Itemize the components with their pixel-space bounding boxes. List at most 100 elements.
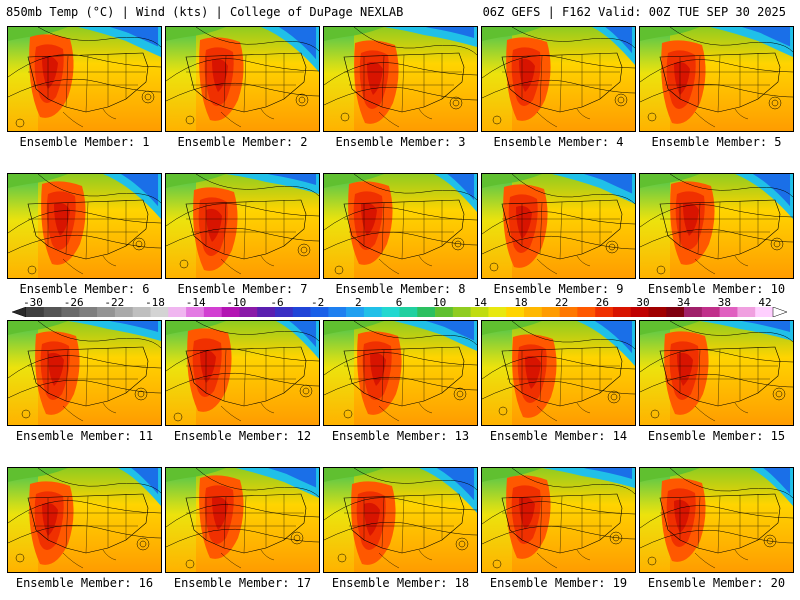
- colorbar-segment: [701, 307, 720, 317]
- colorbar-segment: [452, 307, 471, 317]
- colorbar-segment: [310, 307, 329, 317]
- ensemble-member-label: Ensemble Member: 12: [173, 429, 312, 443]
- colorbar-segment: [684, 307, 703, 317]
- ensemble-member-label: Ensemble Member: 7: [177, 282, 308, 296]
- ensemble-map: [8, 27, 161, 131]
- colorbar-segment: [417, 307, 436, 317]
- colorbar-segment: [275, 307, 294, 317]
- colorbar-segment: [79, 307, 98, 317]
- colorbar-segment: [612, 307, 632, 317]
- colorbar-tick-label: -2: [311, 296, 325, 309]
- colorbar-segment: [363, 307, 383, 317]
- ensemble-member-label: Ensemble Member: 10: [647, 282, 786, 296]
- colorbar-tick-label: 10: [433, 296, 447, 309]
- ensemble-map: [482, 321, 635, 425]
- colorbar-segment: [97, 307, 116, 317]
- colorbar-segment: [648, 307, 667, 317]
- ensemble-member-panel: [323, 173, 478, 279]
- ensemble-member-label: Ensemble Member: 18: [331, 576, 470, 590]
- colorbar-segment: [506, 307, 525, 317]
- ensemble-member-panel: [481, 467, 636, 573]
- ensemble-member-label: Ensemble Member: 16: [15, 576, 154, 590]
- colorbar-tick-label: -26: [63, 296, 84, 309]
- valid-time-label: 06Z GEFS | F162 Valid: 00Z TUE SEP 30 20…: [482, 5, 786, 19]
- colorbar-tick-label: 2: [355, 296, 362, 309]
- ensemble-member-label: Ensemble Member: 13: [331, 429, 470, 443]
- ensemble-map: [324, 321, 477, 425]
- chart-title: 850mb Temp (°C) | Wind (kts) | College o…: [6, 5, 404, 19]
- ensemble-member-panel: [7, 173, 162, 279]
- ensemble-member-label: Ensemble Member: 19: [489, 576, 628, 590]
- colorbar-segment: [381, 307, 400, 317]
- ensemble-map: [166, 321, 319, 425]
- ensemble-map: [166, 27, 319, 131]
- ensemble-member-panel: [639, 467, 794, 573]
- colorbar-segment: [755, 307, 774, 317]
- colorbar-segment: [203, 307, 222, 317]
- ensemble-map: [482, 468, 635, 572]
- colorbar-segment: [168, 307, 187, 317]
- colorbar-segment: [328, 307, 347, 317]
- ensemble-member-panel: [7, 467, 162, 573]
- ensemble-member-panel: [323, 467, 478, 573]
- ensemble-member-label: Ensemble Member: 11: [15, 429, 154, 443]
- ensemble-map: [324, 27, 477, 131]
- colorbar-segment: [719, 307, 738, 317]
- colorbar-segment: [524, 307, 543, 317]
- colorbar-segment: [435, 307, 454, 317]
- ensemble-member-label: Ensemble Member: 8: [335, 282, 466, 296]
- colorbar-tick-label: 18: [514, 296, 528, 309]
- colorbar-segment: [630, 307, 649, 317]
- colorbar-segment: [221, 307, 240, 317]
- colorbar-segment: [132, 307, 151, 317]
- colorbar-segment: [239, 307, 258, 317]
- colorbar-segment: [43, 307, 62, 317]
- ensemble-member-panel: [639, 320, 794, 426]
- colorbar-tick-label: 22: [555, 296, 569, 309]
- colorbar-segment: [150, 307, 169, 317]
- ensemble-map: [640, 468, 793, 572]
- ensemble-member-label: Ensemble Member: 6: [19, 282, 150, 296]
- ensemble-member-panel: [323, 26, 478, 132]
- ensemble-map: [640, 321, 793, 425]
- ensemble-member-panel: [165, 173, 320, 279]
- colorbar-segment: [541, 307, 560, 317]
- colorbar-segment: [595, 307, 614, 317]
- ensemble-member-label: Ensemble Member: 9: [493, 282, 624, 296]
- colorbar-segment: [257, 307, 276, 317]
- ensemble-member-panel: [639, 26, 794, 132]
- ensemble-member-label: Ensemble Member: 1: [19, 135, 150, 149]
- colorbar-segment: [399, 307, 418, 317]
- ensemble-map: [324, 174, 477, 278]
- colorbar-tick-label: -10: [226, 296, 247, 309]
- colorbar-tick-label: 38: [717, 296, 731, 309]
- ensemble-map: [166, 468, 319, 572]
- temperature-colorbar: [12, 307, 787, 317]
- colorbar-segment: [488, 307, 507, 317]
- colorbar-segment: [114, 307, 134, 317]
- ensemble-member-label: Ensemble Member: 2: [177, 135, 308, 149]
- ensemble-member-label: Ensemble Member: 17: [173, 576, 312, 590]
- ensemble-map: [640, 174, 793, 278]
- colorbar-max-arrow: [772, 307, 787, 317]
- colorbar-segment: [666, 307, 685, 317]
- ensemble-map: [8, 321, 161, 425]
- ensemble-member-panel: [165, 26, 320, 132]
- colorbar-tick-label: 34: [677, 296, 691, 309]
- ensemble-member-label: Ensemble Member: 14: [489, 429, 628, 443]
- ensemble-member-label: Ensemble Member: 5: [651, 135, 782, 149]
- ensemble-member-panel: [7, 26, 162, 132]
- colorbar-tick-label: -14: [185, 296, 206, 309]
- ensemble-map: [640, 27, 793, 131]
- colorbar-tick-label: 6: [395, 296, 403, 309]
- ensemble-member-label: Ensemble Member: 3: [335, 135, 466, 149]
- ensemble-member-panel: [639, 173, 794, 279]
- colorbar-segment: [61, 307, 80, 317]
- ensemble-map: [8, 468, 161, 572]
- ensemble-member-panel: [165, 320, 320, 426]
- colorbar-tick-label: -18: [145, 296, 165, 309]
- ensemble-member-label: Ensemble Member: 4: [493, 135, 624, 149]
- ensemble-map: [482, 174, 635, 278]
- colorbar-tick-label: 42: [758, 296, 772, 309]
- ensemble-member-panel: [165, 467, 320, 573]
